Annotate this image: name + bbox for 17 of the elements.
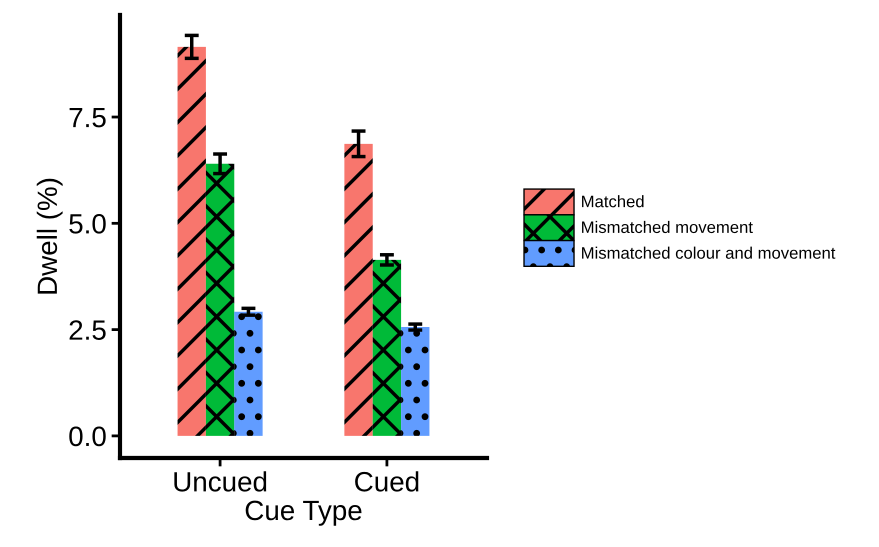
y-axis-title: Dwell (%)	[36, 178, 63, 294]
bar	[401, 327, 430, 436]
bar	[234, 312, 263, 436]
x-tick-label: Cued	[355, 471, 418, 492]
y-tick-label: 5.0	[69, 214, 106, 234]
legend-label: Mismatched movement	[582, 220, 753, 234]
legend-label: Matched	[582, 195, 644, 208]
bar	[372, 260, 402, 436]
y-tick-label: 0.0	[69, 426, 106, 446]
x-tick-label: Uncued	[174, 471, 266, 492]
legend-label: Mismatched colour and movement	[582, 246, 836, 259]
bar	[344, 144, 373, 436]
y-tick-label: 7.5	[70, 108, 106, 128]
bar	[178, 46, 206, 436]
x-axis-title: Cue Type	[246, 500, 362, 526]
y-tick-label: 2.5	[70, 320, 106, 340]
bar	[206, 164, 234, 436]
